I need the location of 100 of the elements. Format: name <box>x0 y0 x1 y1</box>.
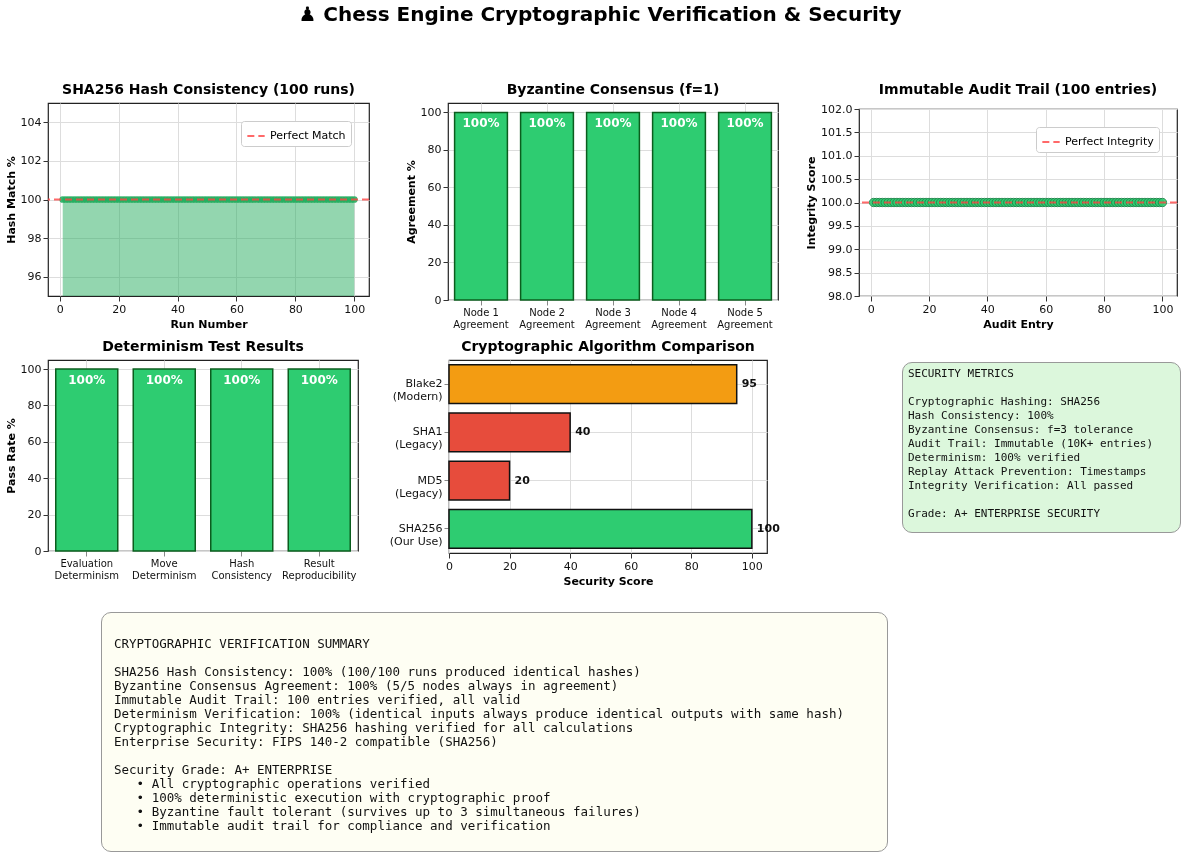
text: Determinism Verification: 100% (identical inputs always produce identical outputs with same hash) <box>114 706 845 721</box>
x-tick-label: 0 <box>446 559 453 573</box>
y-tick-label: 102.0 <box>821 102 853 116</box>
y-tick-label: 20 <box>27 508 42 522</box>
y-axis-title: Integrity Score <box>805 156 819 250</box>
x-tick-label: 40 <box>980 302 995 316</box>
chart-title: Cryptographic Algorithm Comparison <box>461 338 755 354</box>
y-tick-label: 0 <box>434 293 442 307</box>
text: SECURITY METRICS <box>908 367 1015 381</box>
y-tick-label: 104 <box>20 115 42 129</box>
text: ♟ Chess Engine Cryptographic Verification & Security <box>297 2 903 28</box>
x-tick-label: 20 <box>503 559 518 573</box>
data-label: 95 <box>741 377 758 391</box>
y-axis-title: Hash Match % <box>4 156 18 244</box>
text: Audit Trail: Immutable (10K+ entries) <box>908 437 1155 451</box>
y-tick-label: 80 <box>27 398 42 412</box>
y-tick-label: 60 <box>27 435 42 449</box>
y-tick-label: 99.5 <box>828 219 853 233</box>
x-tick-label: 20 <box>112 302 127 316</box>
text: • Immutable audit trail for compliance and verification <box>135 818 552 833</box>
y-tick-label: 100 <box>420 105 442 119</box>
x-tick-label: 80 <box>684 559 699 573</box>
x-axis-title: Security Score <box>563 574 654 588</box>
text: Cryptographic Hashing: SHA256 <box>908 395 1102 409</box>
bar <box>448 460 511 501</box>
text: • 100% deterministic execution with cryptographic proof <box>135 790 552 805</box>
legend-label: Perfect Match <box>270 129 346 142</box>
y-tick-label: 20 <box>427 255 442 269</box>
bar <box>448 412 571 453</box>
x-tick-label: 80 <box>288 302 303 316</box>
data-label: 100 <box>756 521 781 535</box>
y-tick-label: 100.5 <box>821 172 853 186</box>
data-label: 20 <box>514 473 531 487</box>
data-label: 100% <box>223 373 261 388</box>
y-tick-label: 40 <box>27 471 42 485</box>
y-tick-label: Blake2 (Modern) <box>392 377 443 404</box>
bar <box>448 364 738 405</box>
x-tick-label: Node 5 Agreement <box>717 306 773 330</box>
y-tick-label: 99.0 <box>828 242 853 256</box>
x-tick-label: 100 <box>741 559 763 573</box>
y-axis-title: Agreement % <box>404 160 418 244</box>
y-tick-label: 100.0 <box>821 196 853 209</box>
y-tick-label: 80 <box>427 143 442 157</box>
data-label: 100% <box>145 373 183 388</box>
y-tick-label: 0 <box>34 544 42 558</box>
data-label: 100% <box>300 373 338 388</box>
x-tick-label: 0 <box>56 302 64 316</box>
y-tick-label: 98 <box>27 231 42 245</box>
x-tick-label: 40 <box>171 302 186 316</box>
x-axis-title: Run Number <box>170 317 249 331</box>
x-tick-label: 40 <box>563 559 578 573</box>
text: Immutable Audit Trail: 100 entries verified, all valid <box>114 692 522 707</box>
x-tick-label: 80 <box>1097 302 1112 316</box>
y-axis-title: Pass Rate % <box>4 418 18 494</box>
text: Replay Attack Prevention: Timestamps <box>908 465 1148 479</box>
y-tick-label: MD5 (Legacy) <box>394 473 443 500</box>
text: CRYPTOGRAPHIC VERIFICATION SUMMARY <box>114 636 371 651</box>
x-tick-label: 60 <box>624 559 639 573</box>
chart-title: Byzantine Consensus (f=1) <box>506 81 720 97</box>
x-tick-label: 20 <box>922 302 937 316</box>
y-tick-label: 101.0 <box>821 149 853 163</box>
x-tick-label: Evaluation Determinism <box>54 557 119 581</box>
chart-title: Immutable Audit Trail (100 entries) <box>878 81 1158 97</box>
chart-title: SHA256 Hash Consistency (100 runs) <box>62 81 355 97</box>
text: • Byzantine fault tolerant (survives up to 3 simultaneous failures) <box>135 804 642 819</box>
y-tick-label: 98.5 <box>828 266 853 280</box>
x-tick-label: 100 <box>344 302 366 316</box>
text: Hash Consistency: 100% <box>908 409 1055 423</box>
y-tick-label: 102 <box>20 154 42 168</box>
chart-title: Determinism Test Results <box>102 338 304 354</box>
y-tick-label: 40 <box>427 218 442 232</box>
data-label: 100% <box>660 116 698 131</box>
y-tick-label: 101.5 <box>821 125 853 139</box>
x-tick-label: Node 3 Agreement <box>585 306 641 330</box>
x-tick-label: 100 <box>1152 302 1174 316</box>
x-tick-label: 0 <box>867 302 875 316</box>
text: Grade: A+ ENTERPRISE SECURITY <box>908 507 1102 521</box>
y-tick-label: SHA256 (Our Use) <box>389 521 443 548</box>
y-tick-label: 98.0 <box>828 289 853 303</box>
text: Integrity Verification: All passed <box>908 479 1135 493</box>
x-axis-title: Audit Entry <box>983 317 1054 331</box>
data-label: 100% <box>462 116 500 131</box>
x-tick-label: Node 1 Agreement <box>453 306 509 330</box>
x-tick-label: 60 <box>229 302 244 316</box>
y-tick-label: 96 <box>27 270 42 284</box>
bar <box>448 508 753 549</box>
text: Enterprise Security: FIPS 140-2 compatible (SHA256) <box>114 734 499 749</box>
text: Byzantine Consensus Agreement: 100% (5/5 nodes always in agreement) <box>114 678 620 693</box>
data-label: 100% <box>594 116 632 131</box>
y-tick-label: SHA1 (Legacy) <box>394 425 443 452</box>
text: Security Grade: A+ ENTERPRISE <box>114 762 334 777</box>
x-tick-label: Hash Consistency <box>211 557 273 581</box>
text: • All cryptographic operations verified <box>136 776 432 791</box>
legend-label: Perfect Integrity <box>1065 135 1155 148</box>
text: Cryptographic Integrity: SHA256 hashing verified for all calculations <box>114 720 635 735</box>
data-label: 100% <box>726 116 764 131</box>
y-tick-label: 60 <box>427 180 442 194</box>
x-tick-label: Node 4 Agreement <box>651 306 707 330</box>
y-tick-label: 100 <box>20 193 42 206</box>
text: Byzantine Consensus: f=3 tolerance <box>908 423 1135 437</box>
